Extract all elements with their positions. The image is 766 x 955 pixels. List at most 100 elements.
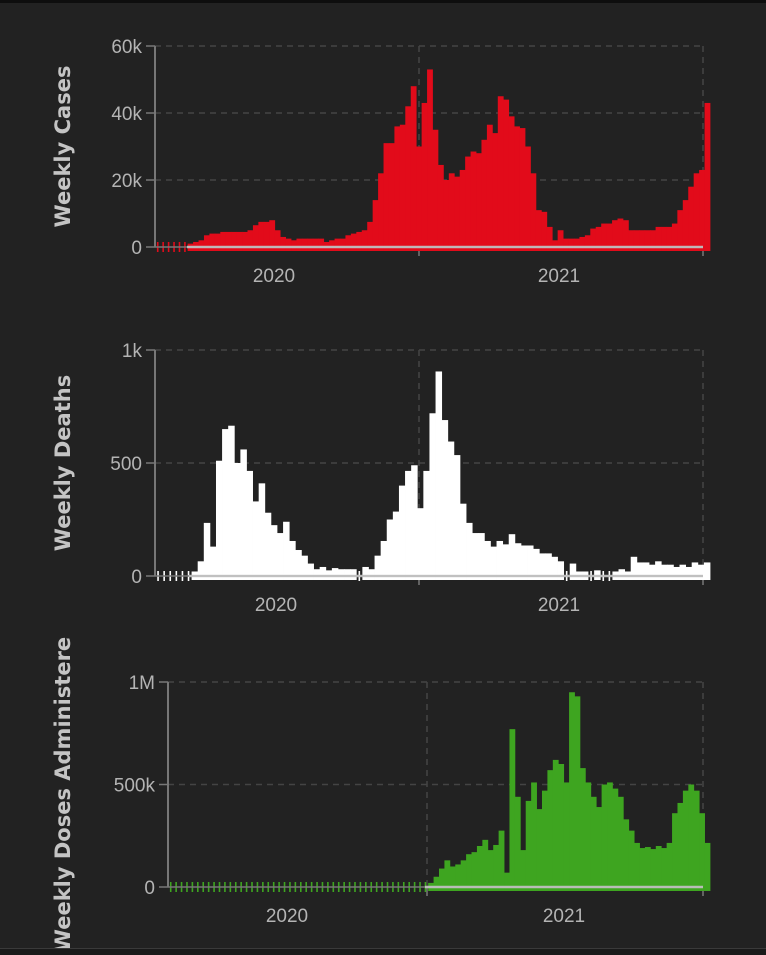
bar	[383, 143, 390, 251]
bar	[331, 568, 339, 580]
bar	[234, 463, 241, 580]
bar	[666, 842, 673, 891]
bar	[398, 485, 406, 580]
bar	[307, 563, 314, 580]
bar	[568, 238, 575, 251]
bar	[496, 540, 504, 580]
bar	[471, 852, 478, 891]
bar	[214, 233, 221, 251]
bar	[340, 238, 346, 251]
bar	[497, 96, 504, 251]
y-tick-label: 500	[110, 454, 142, 475]
bar	[493, 844, 500, 891]
bar	[236, 231, 243, 251]
bar	[530, 173, 537, 251]
bar	[252, 501, 260, 580]
bar	[552, 240, 559, 251]
bar	[449, 866, 456, 891]
bar	[633, 230, 640, 251]
x-tick-label: 2020	[255, 595, 297, 616]
bar	[569, 563, 577, 580]
bar	[533, 548, 540, 580]
bar	[558, 764, 565, 891]
bar	[688, 186, 695, 251]
bar	[622, 220, 629, 251]
bar	[203, 522, 211, 580]
bar	[644, 230, 651, 251]
bar	[240, 449, 247, 580]
bar	[617, 218, 624, 251]
bar	[478, 533, 485, 580]
bar	[579, 236, 586, 251]
bar	[579, 768, 586, 891]
bar	[623, 819, 630, 891]
bar	[388, 143, 395, 251]
bar	[246, 470, 253, 580]
bar	[525, 800, 532, 891]
bar	[441, 420, 449, 580]
bar	[508, 116, 515, 251]
bar	[280, 236, 286, 251]
chart-3: 0 500k 1M 2020 2021 Weekly Doses Administered	[51, 622, 711, 952]
bar	[693, 173, 700, 251]
bar	[699, 169, 705, 251]
bar	[443, 180, 450, 251]
bar	[417, 508, 424, 580]
bar	[296, 238, 303, 251]
bar	[541, 790, 548, 891]
bar	[276, 533, 284, 580]
bar	[502, 544, 510, 580]
bar	[258, 483, 266, 580]
bar	[520, 545, 528, 580]
y-tick-label: 60k	[111, 37, 142, 58]
bar	[231, 231, 238, 251]
bar	[655, 226, 662, 251]
bar	[685, 566, 693, 580]
y-tick-label: 1k	[122, 341, 143, 362]
bar	[691, 562, 699, 580]
y-axis-title: Weekly Doses Administered	[51, 622, 75, 952]
bar	[639, 848, 646, 891]
bar	[628, 230, 635, 251]
bar	[498, 830, 505, 891]
bar	[386, 519, 394, 580]
bar	[639, 230, 646, 251]
bar	[642, 562, 650, 580]
bar	[677, 210, 684, 251]
bar	[459, 503, 467, 580]
bar	[508, 534, 516, 580]
bar	[520, 850, 527, 891]
bar	[547, 770, 554, 891]
bar	[295, 550, 302, 580]
bar	[617, 796, 624, 891]
bar	[650, 230, 656, 251]
y-tick-label: 20k	[111, 171, 142, 192]
bar	[514, 126, 520, 251]
bar	[374, 555, 382, 580]
bar	[655, 561, 662, 580]
bar	[405, 470, 412, 580]
x-tick-label: 2021	[538, 266, 580, 287]
x-tick-label: 2020	[266, 906, 308, 927]
bar	[269, 220, 276, 251]
bar	[697, 564, 705, 580]
bar	[661, 848, 668, 891]
bar	[345, 235, 352, 251]
bar	[677, 802, 684, 891]
bar	[606, 223, 613, 251]
bar	[448, 173, 455, 251]
bar	[704, 842, 711, 891]
bar	[439, 868, 445, 891]
bar	[301, 555, 308, 580]
bar	[628, 830, 635, 891]
bar	[203, 235, 210, 251]
bar	[454, 176, 461, 251]
bar	[601, 223, 608, 251]
bar	[607, 782, 613, 891]
bar	[484, 540, 491, 580]
bar	[215, 460, 223, 580]
bar	[460, 860, 467, 891]
bar	[301, 238, 308, 251]
bar	[563, 238, 569, 251]
bar	[514, 796, 521, 891]
